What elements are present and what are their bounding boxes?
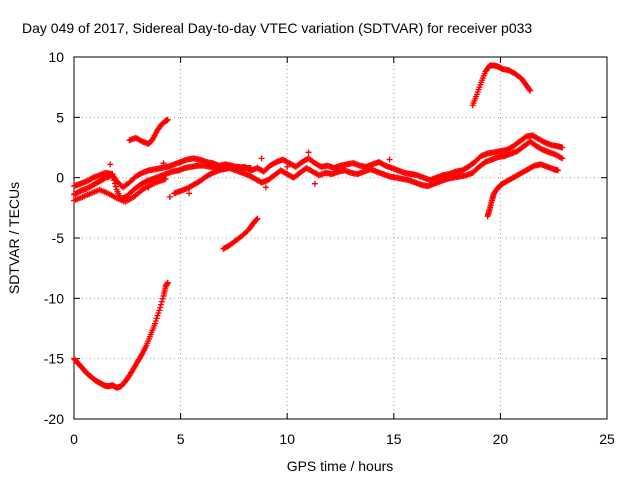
data-points — [71, 62, 566, 391]
x-tick-label: 0 — [70, 431, 78, 447]
data-point — [164, 279, 171, 286]
x-tick-label: 5 — [177, 431, 185, 447]
x-tick-label: 15 — [386, 431, 402, 447]
x-axis-title: GPS time / hours — [287, 458, 394, 474]
data-point — [258, 155, 265, 162]
series-late-rising-trace — [484, 161, 561, 220]
y-tick-label: 10 — [48, 49, 64, 65]
data-point — [109, 171, 116, 178]
data-point — [526, 86, 533, 93]
data-point — [159, 295, 166, 302]
x-tick-labels: 0 5 10 15 20 25 — [70, 431, 615, 447]
data-point — [305, 149, 312, 156]
data-point — [156, 307, 163, 314]
y-tick-label: 0 — [56, 170, 64, 186]
data-point — [157, 301, 164, 308]
series-deep-trace — [71, 279, 171, 391]
data-point — [335, 168, 342, 175]
y-tick-label: -15 — [44, 351, 64, 367]
data-point — [527, 87, 534, 94]
data-point — [158, 298, 165, 305]
data-point — [454, 173, 461, 180]
data-point — [112, 183, 119, 190]
data-point — [284, 163, 291, 170]
series-mid-low-trace — [171, 163, 254, 197]
y-tick-label: -5 — [52, 230, 65, 246]
y-axis-title: SDTVAR / TECUs — [6, 182, 22, 294]
data-point — [386, 156, 393, 163]
data-point — [554, 167, 561, 174]
data-point — [152, 318, 159, 325]
data-point — [154, 312, 161, 319]
data-point — [559, 155, 566, 162]
data-point — [164, 116, 171, 123]
data-point — [186, 190, 193, 197]
data-point — [559, 144, 566, 151]
x-tick-label: 25 — [599, 431, 615, 447]
data-point — [153, 315, 160, 322]
data-point — [152, 320, 159, 327]
y-tick-label: -10 — [44, 290, 64, 306]
data-point — [166, 193, 173, 200]
series-late-high-arc — [469, 62, 534, 109]
y-tick-label: -20 — [44, 411, 64, 427]
chart-title: Day 049 of 2017, Sidereal Day-to-day VTE… — [22, 20, 532, 36]
series-lower-short-trace — [220, 215, 261, 252]
data-point — [111, 177, 118, 184]
data-point — [311, 180, 318, 187]
data-point — [145, 184, 152, 191]
data-point — [157, 304, 164, 311]
data-point — [160, 160, 167, 167]
data-point — [111, 180, 118, 187]
series-isolated-points — [107, 149, 461, 200]
data-point — [254, 215, 261, 222]
data-point — [162, 175, 169, 182]
axis-ticks — [73, 56, 608, 420]
data-point — [155, 310, 162, 317]
data-point — [247, 165, 254, 172]
series-early-low-trace — [71, 175, 169, 205]
x-tick-label: 10 — [279, 431, 295, 447]
y-tick-labels: -20 -15 -10 -5 0 5 10 — [44, 49, 64, 427]
data-point — [253, 216, 260, 223]
data-point — [557, 154, 564, 161]
data-point — [262, 184, 269, 191]
x-tick-label: 20 — [493, 431, 509, 447]
y-tick-label: 5 — [56, 109, 64, 125]
data-point — [107, 161, 114, 168]
data-point — [110, 174, 117, 181]
series-upper-short-trace — [126, 116, 171, 147]
